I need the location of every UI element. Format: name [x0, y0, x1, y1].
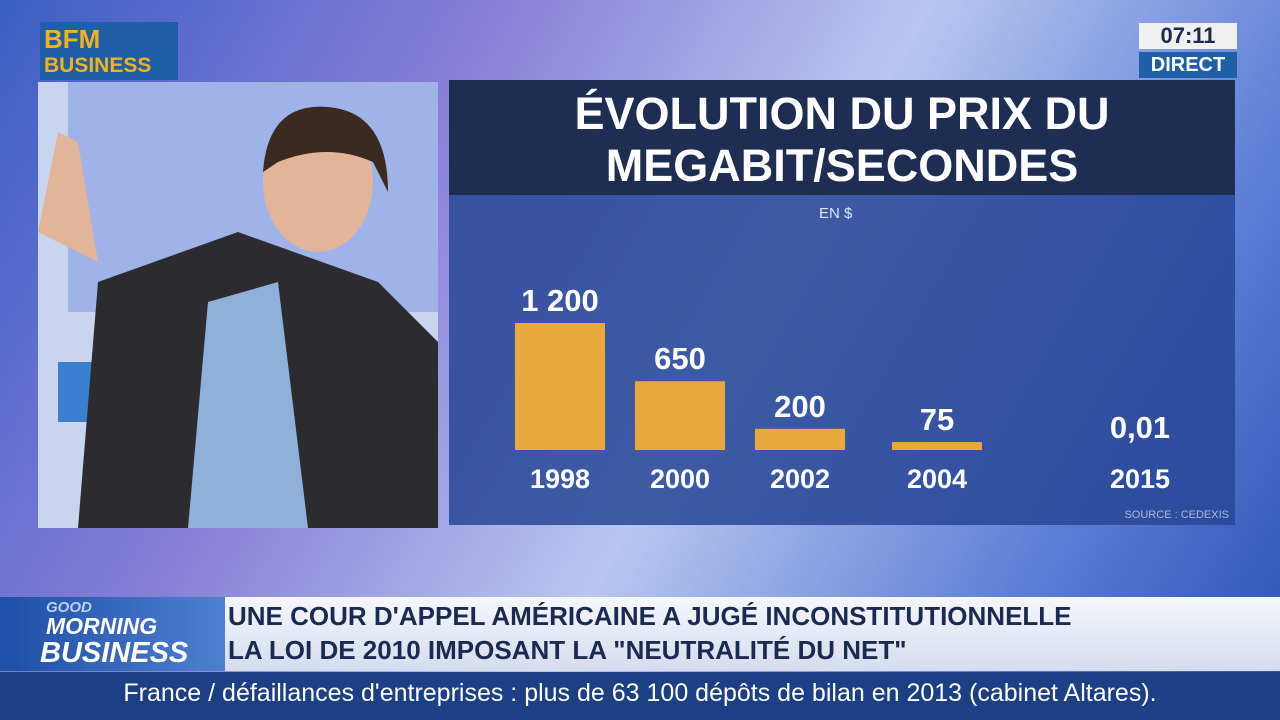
x-tick-label: 1998: [530, 464, 590, 494]
show-text: GOOD: [46, 599, 92, 616]
headline: LA LOI DE 2010 IMPOSANT LA "NEUTRALITÉ D…: [228, 635, 907, 665]
headline: UNE COUR D'APPEL AMÉRICAINE A JUGÉ INCON…: [228, 601, 1072, 631]
value-label: 0,01: [1110, 410, 1170, 445]
value-label: 1 200: [521, 283, 599, 318]
chart: 1 200 1998 650 2000 200 2002 75 2004 0,01 2015: [515, 283, 1185, 494]
bar: [515, 323, 605, 450]
show-text: BUSINESS: [40, 637, 189, 669]
show-logo: GOOD MORNING BUSINESS: [0, 597, 225, 671]
chart-source: SOURCE : CEDEXIS: [1124, 509, 1229, 521]
logo: BFM BUSINESS: [40, 22, 178, 80]
x-tick-label: 2002: [770, 464, 830, 494]
show-text: MORNING: [46, 613, 158, 639]
x-tick-label: 2004: [907, 464, 967, 494]
value-label: 650: [654, 341, 706, 376]
value-label: 75: [920, 402, 954, 437]
logo-text: BUSINESS: [44, 54, 152, 77]
bar: [755, 428, 845, 450]
chart-title: ÉVOLUTION DU PRIX DU MEGABIT/SECONDES: [574, 88, 1110, 191]
chart-panel: EN $ SOURCE : CEDEXIS 1 200 1998 650 2000 20…: [449, 195, 1235, 525]
bar: [635, 381, 725, 450]
logo-text: BFM: [44, 24, 101, 54]
chart-subtitle: EN $: [819, 205, 853, 222]
x-tick-label: 2015: [1110, 464, 1170, 494]
video-feed: [38, 82, 438, 528]
bar: [892, 442, 982, 450]
ticker: France / défaillances d'entreprises : pl…: [0, 672, 1280, 720]
chart-title-band: ÉVOLUTION DU PRIX DU MEGABIT/SECONDES: [449, 80, 1235, 195]
clock: 07:11: [1139, 23, 1237, 49]
value-label: 200: [774, 389, 826, 424]
live-badge: DIRECT: [1139, 52, 1237, 78]
x-tick-label: 2000: [650, 464, 710, 494]
